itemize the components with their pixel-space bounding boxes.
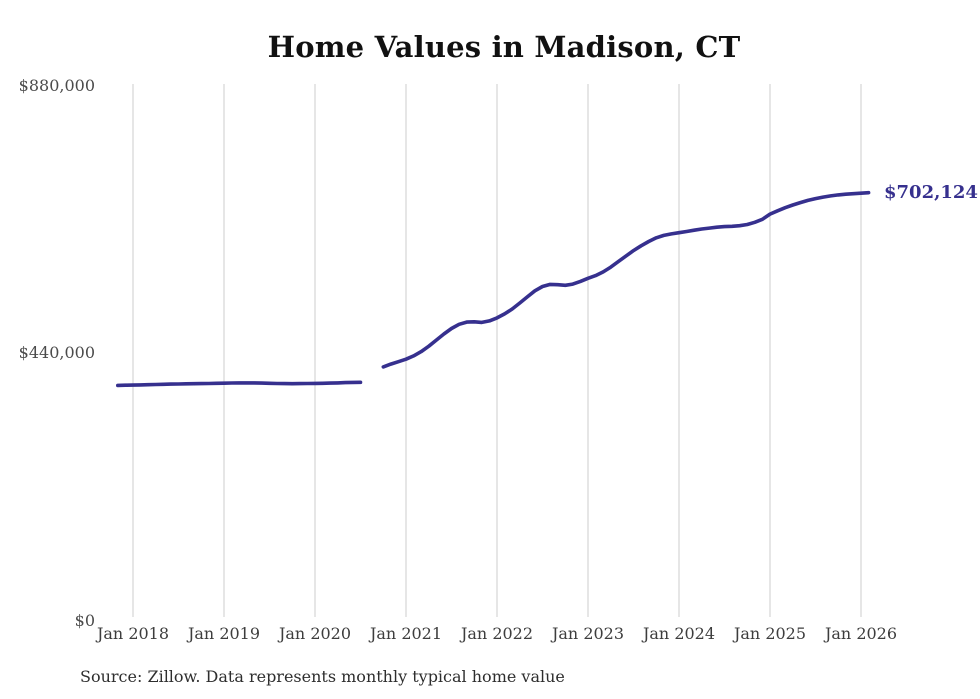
x-tick-label: Jan 2023 xyxy=(551,624,625,643)
home-value-line xyxy=(116,190,871,388)
y-tick-label: $880,000 xyxy=(18,75,95,95)
x-tick-label: Jan 2022 xyxy=(460,624,534,643)
value-line-segment xyxy=(116,380,363,388)
latest-value-label: $702,124 xyxy=(884,181,978,203)
x-tick-label: Jan 2019 xyxy=(187,624,261,643)
y-tick-label: $440,000 xyxy=(18,343,95,363)
y-tick-label: $0 xyxy=(74,611,95,630)
source-note: Source: Zillow. Data represents monthly … xyxy=(80,667,565,686)
gridlines xyxy=(132,84,862,617)
x-tick-label: Jan 2024 xyxy=(642,624,716,643)
x-tick-label: Jan 2020 xyxy=(278,624,352,643)
x-tick-label: Jan 2021 xyxy=(369,624,443,643)
x-tick-label: Jan 2018 xyxy=(96,624,170,643)
x-tick-label: Jan 2025 xyxy=(733,624,807,643)
chart-title: Home Values in Madison, CT xyxy=(267,30,741,64)
x-tick-label: Jan 2026 xyxy=(824,624,898,643)
value-line-segment xyxy=(381,190,871,369)
